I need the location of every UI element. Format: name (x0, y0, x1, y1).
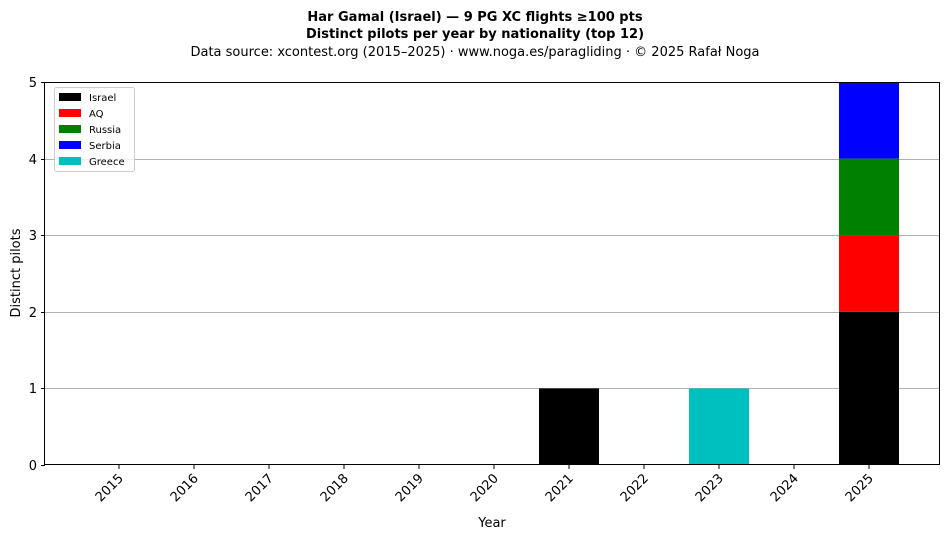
legend-label: Russia (89, 125, 121, 136)
legend-swatch (59, 141, 81, 149)
bar-segment-greece (689, 388, 749, 465)
bar-segment-serbia (839, 82, 899, 159)
x-tick-label: 2024 (768, 471, 802, 505)
y-tick-label: 2 (29, 306, 37, 321)
bar-segment-russia (839, 158, 899, 236)
legend-swatch (59, 157, 81, 165)
y-axis: 0 1 2 3 4 5 (29, 76, 45, 474)
x-axis-label: Year (477, 516, 506, 531)
x-tick-label: 2023 (693, 471, 727, 505)
legend-label: Serbia (89, 141, 121, 152)
y-tick-label: 5 (29, 76, 37, 91)
x-tick-label: 2016 (168, 471, 202, 505)
x-tick-label: 2020 (468, 471, 502, 505)
x-tick-label: 2021 (543, 471, 577, 505)
plot-frame (44, 82, 940, 465)
bar-segment-aq (839, 235, 899, 312)
bars (539, 82, 899, 465)
y-axis-label: Distinct pilots (9, 228, 24, 317)
chart-subtitle: Distinct pilots per year by nationality … (306, 27, 644, 42)
x-tick-label: 2015 (93, 471, 127, 505)
legend: Israel AQ Russia Serbia Greece (54, 87, 135, 172)
legend-label: Greece (89, 157, 125, 168)
x-tick-label: 2018 (318, 471, 352, 505)
legend-frame (54, 87, 135, 172)
bar-segment-israel (839, 311, 899, 465)
x-tick-label: 2017 (243, 471, 277, 505)
y-tick-label: 1 (29, 382, 37, 397)
bar-segment-israel (539, 388, 599, 465)
x-axis: 2015 2016 2017 2018 2019 2020 2021 2022 2023 2024… (93, 465, 877, 505)
x-tick-label: 2019 (393, 471, 427, 505)
y-tick-label: 0 (29, 459, 37, 474)
gridlines (45, 159, 940, 389)
x-tick-label: 2022 (618, 471, 652, 505)
legend-swatch (59, 93, 81, 101)
legend-label: AQ (89, 109, 104, 120)
y-tick-label: 4 (29, 153, 37, 168)
legend-swatch (59, 109, 81, 117)
chart-source: Data source: xcontest.org (2015–2025) · … (190, 45, 759, 60)
legend-label: Israel (89, 93, 116, 104)
legend-swatch (59, 125, 81, 133)
y-tick-label: 3 (29, 229, 37, 244)
chart-title: Har Gamal (Israel) — 9 PG XC flights ≥10… (307, 10, 642, 25)
x-tick-label: 2025 (843, 471, 877, 505)
